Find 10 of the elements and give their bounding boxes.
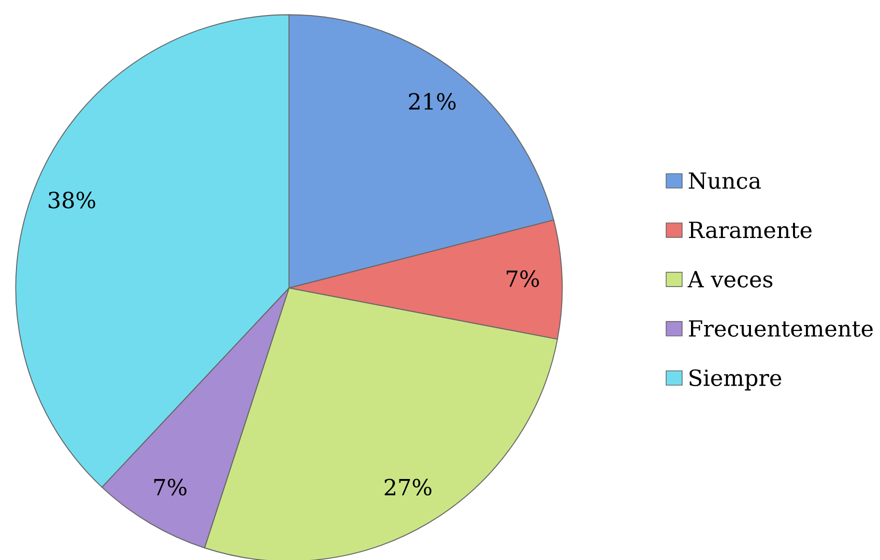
data-label: 21% bbox=[409, 93, 456, 110]
data-label: 38% bbox=[48, 192, 96, 208]
data-label: 7% bbox=[154, 478, 186, 496]
data-label: 7% bbox=[506, 270, 539, 288]
legend-label: Raramente bbox=[688, 222, 812, 238]
data-label: 27% bbox=[384, 478, 432, 496]
legend-label: Frecuentemente bbox=[688, 320, 873, 337]
legend-label: A veces bbox=[688, 271, 772, 288]
legend-label: Siempre bbox=[690, 369, 782, 390]
legend-label: Nunca bbox=[688, 172, 761, 189]
